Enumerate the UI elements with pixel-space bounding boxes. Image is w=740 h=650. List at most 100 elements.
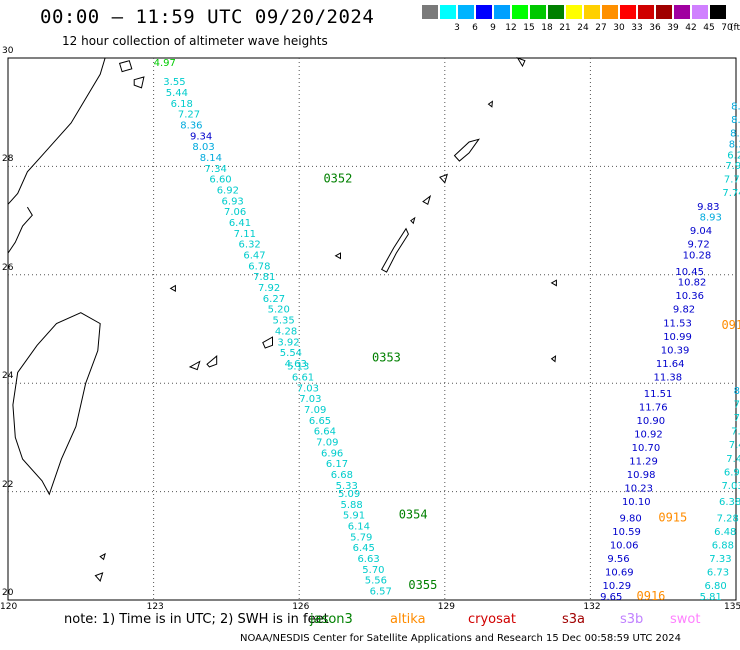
- island: [487, 100, 493, 108]
- swh-value-label: 6.96: [321, 448, 343, 459]
- swh-value-label: 6.18: [171, 99, 193, 110]
- swh-value-label: 5.79: [350, 532, 372, 543]
- swh-value-label: 10.70: [632, 443, 661, 454]
- swh-value-label: 6.14: [348, 522, 370, 533]
- swh-value-label: 3.55: [163, 77, 185, 88]
- lon-tick-label: 126: [292, 602, 310, 612]
- legend-label: 18: [541, 23, 553, 33]
- legend-label: 3: [454, 23, 460, 33]
- lat-tick-label: 28: [2, 154, 14, 165]
- okinawa-island: [381, 227, 409, 273]
- swh-value-label: 7.03: [297, 383, 319, 394]
- swh-value-label: 10.59: [612, 527, 641, 538]
- legend-label: 30: [613, 23, 625, 33]
- swh-value-label: 10.92: [634, 429, 663, 440]
- swh-value-label: 10.98: [627, 470, 656, 481]
- satellite-label: s3b: [620, 612, 644, 627]
- lon-tick-label: 120: [0, 602, 18, 612]
- legend-label: 45: [703, 23, 715, 33]
- legend-label: 15: [523, 23, 535, 33]
- legend-swatch: [494, 5, 510, 19]
- swh-value-label: 6.64: [314, 427, 336, 438]
- swh-value-label: 10.39: [661, 345, 690, 356]
- swh-value-label: 8.14: [200, 153, 222, 164]
- swh-value-label: 8.03: [192, 142, 214, 153]
- swh-value-label: 7.40: [729, 440, 740, 451]
- swh-value-label: 8.67: [734, 386, 740, 397]
- island: [99, 552, 106, 561]
- pass-time-label: 0915: [658, 510, 687, 524]
- legend-swatch: [692, 5, 708, 19]
- ishigaki-island: [206, 355, 218, 368]
- swh-value-label: 9.34: [190, 131, 212, 142]
- page-subtitle: 12 hour collection of altimeter wave hei…: [62, 34, 328, 48]
- swh-value-label: 6.60: [209, 175, 231, 186]
- swh-value-label: 10.23: [624, 484, 653, 495]
- swh-value-label: 6.65: [309, 416, 331, 427]
- legend-label: 70: [721, 23, 733, 33]
- pass-time-label: 0352: [323, 172, 352, 186]
- swh-value-label: 7.41: [726, 454, 740, 465]
- footer-credit: NOAA/NESDIS Center for Satellite Applica…: [240, 633, 682, 644]
- note-text: note: 1) Time is in UTC; 2) SWH is in fe…: [64, 612, 329, 627]
- swh-value-label: 5.91: [343, 511, 365, 522]
- swh-value-label: 10.29: [603, 581, 632, 592]
- satellite-label: cryosat: [468, 612, 516, 627]
- swh-value-label: 6.73: [707, 568, 729, 579]
- swh-value-label: 6.17: [326, 459, 348, 470]
- swh-value-label: 7.09: [316, 438, 338, 449]
- legend-label: 27: [595, 23, 607, 33]
- swh-value-label: 6.57: [370, 587, 392, 598]
- swh-value-label: 9.80: [620, 513, 642, 524]
- swh-value-label: 3.92: [277, 337, 299, 348]
- swh-value-label: 7.28: [717, 513, 739, 524]
- swh-value-label: 10.36: [675, 291, 704, 302]
- island: [169, 284, 176, 292]
- swh-value-label: 8.07: [731, 115, 740, 126]
- swh-value-label: 7.27: [178, 110, 200, 121]
- island: [550, 355, 557, 363]
- swh-value-label: 9.04: [690, 226, 712, 237]
- miyako-island: [262, 336, 273, 349]
- taiwan-coastline: [12, 312, 101, 496]
- swh-value-label: 6.61: [292, 372, 314, 383]
- page-title: 00:00 — 11:59 UTC 09/20/2024: [40, 6, 375, 28]
- pass-time-label: 0353: [372, 351, 401, 365]
- swh-value-label: 5.35: [273, 316, 295, 327]
- island: [94, 572, 104, 583]
- lat-tick-label: 24: [2, 371, 14, 382]
- swh-value-label: 6.48: [714, 527, 736, 538]
- island: [550, 279, 557, 287]
- legend-label: 21: [559, 23, 571, 33]
- swh-value-label: 9.72: [687, 240, 709, 251]
- swh-value-label: 6.45: [353, 543, 375, 554]
- swh-value-label: 11.53: [663, 318, 692, 329]
- swh-value-label: 7.74: [722, 188, 740, 199]
- swh-value-label: 7.11: [234, 229, 256, 240]
- swh-value-label: 5.70: [362, 565, 384, 576]
- swh-value-label: 5.13: [287, 362, 309, 373]
- swh-value-label: 5.88: [340, 500, 362, 511]
- swh-value-label: 6.93: [222, 196, 244, 207]
- swh-value-label: 7.33: [709, 554, 731, 565]
- swh-value-label: 6.32: [239, 240, 261, 251]
- swh-value-label: 11.64: [656, 359, 685, 370]
- swh-value-label: 5.56: [365, 576, 387, 587]
- swh-value-label: 10.10: [622, 497, 651, 508]
- swh-value-label: 6.88: [712, 541, 734, 552]
- legend-swatch: [512, 5, 528, 19]
- satellite-label: altika: [390, 612, 426, 627]
- lat-tick-label: 20: [2, 588, 14, 598]
- lat-tick-label: 30: [2, 46, 14, 56]
- swh-value-label: 7.92: [258, 283, 280, 294]
- island: [118, 60, 133, 73]
- china-coastline-south: [7, 206, 33, 254]
- legend-swatch: [656, 5, 672, 19]
- pass-time-label: 0354: [399, 508, 428, 522]
- swh-value-label: 7.58: [734, 413, 740, 424]
- map-frame: [7, 57, 737, 601]
- swh-value-label: 11.38: [653, 372, 682, 383]
- legend-swatch: [530, 5, 546, 19]
- amami-island: [453, 138, 481, 162]
- swh-value-label: 4.28: [275, 326, 297, 337]
